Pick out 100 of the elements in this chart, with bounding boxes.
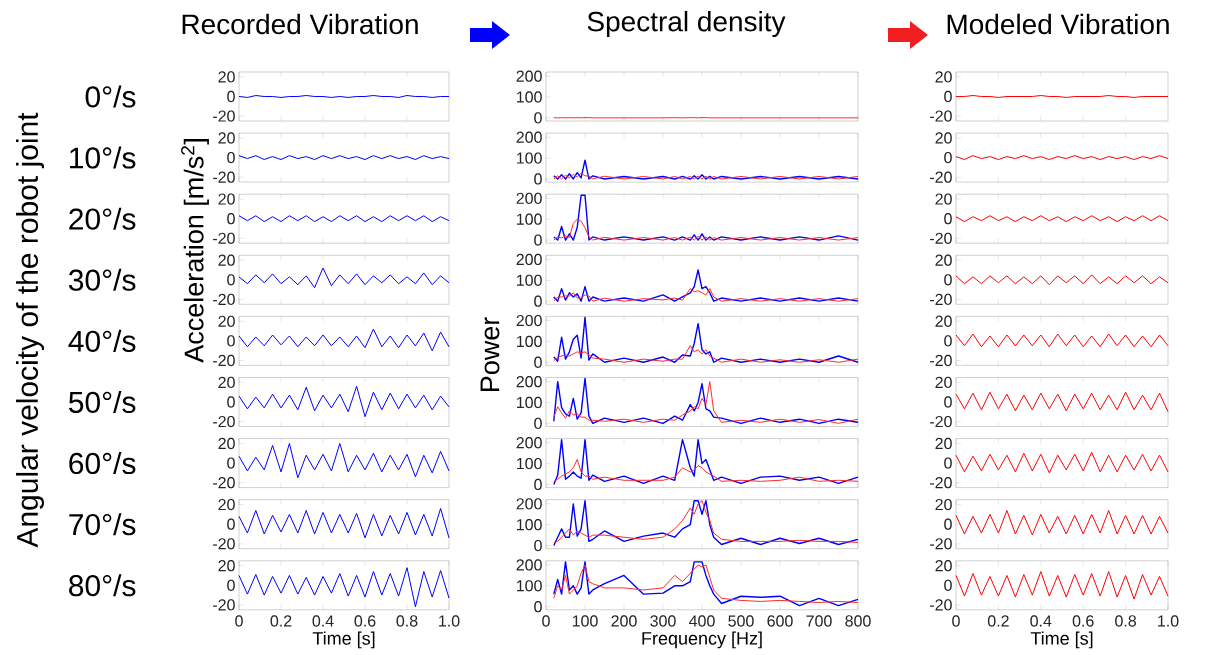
y-tick-label: 0 (227, 335, 235, 347)
y-tick-label: -20 (213, 232, 235, 244)
y-tick-label: 100 (517, 335, 542, 348)
y-axis-title: Power (480, 317, 500, 392)
x-tick-label: 0.4 (1030, 615, 1052, 627)
line-series (238, 328, 450, 352)
line-series (955, 451, 1169, 474)
y-tick-label: 100 (517, 274, 542, 286)
y-tick-label: -20 (930, 293, 952, 306)
y-tick-label: 200 (516, 437, 542, 449)
y-tick-label: 0 (534, 601, 542, 613)
chart-title: Spectral density (587, 10, 786, 38)
y-tick-label: 0 (534, 173, 542, 185)
text: 10°/s (70, 146, 136, 169)
y-tick-label: 100 (517, 396, 542, 409)
line-series (955, 571, 1169, 600)
line-series (955, 333, 1169, 348)
y-tick-label: 20 (218, 376, 235, 389)
text: 80°/s (69, 574, 136, 597)
x-tick-label: 1.0 (1158, 615, 1179, 627)
y-tick-label: 100 (517, 91, 542, 103)
x-tick-label: 400 (689, 615, 715, 627)
x-tick-label: 100 (572, 615, 598, 627)
y-tick-label: 0 (534, 112, 542, 124)
chart-title: Recorded Vibration (182, 13, 418, 35)
line-series (955, 274, 1169, 286)
y-tick-label: -20 (930, 171, 952, 183)
y-tick-label: -20 (930, 415, 952, 428)
y-tick-label: 200 (516, 131, 542, 143)
x-tick-label: 0.4 (312, 615, 334, 627)
text: 0°/s (85, 85, 136, 108)
y-tick-label: -20 (213, 415, 235, 428)
x-tick-label: 200 (611, 615, 637, 627)
y-tick-label: 20 (218, 254, 235, 266)
x-tick-label: 0.6 (354, 615, 376, 627)
y-tick-label: -20 (930, 477, 952, 489)
y-tick-label: 20 (935, 560, 952, 572)
y-tick-label: 20 (218, 315, 235, 327)
y-tick-label: -20 (930, 232, 952, 244)
text: 20°/s (69, 207, 136, 230)
y-tick-label: 0 (227, 396, 235, 408)
line-series (238, 385, 450, 418)
y-tick-label: 200 (516, 376, 542, 388)
x-axis-title: Frequency [Hz] (642, 631, 762, 649)
y-tick-label: 0 (534, 417, 542, 430)
y-tick-label: 20 (935, 254, 952, 266)
y-tick-label: -20 (213, 538, 235, 550)
y-tick-label: 0 (944, 213, 952, 225)
text: 40°/s (68, 329, 136, 352)
y-tick-label: 100 (517, 457, 542, 470)
x-tick-label: 600 (767, 615, 793, 627)
y-tick-label: 20 (935, 71, 952, 83)
line-series (553, 218, 859, 241)
y-tick-label: -20 (213, 354, 235, 367)
x-tick-label: 0 (542, 615, 550, 627)
line-series (955, 391, 1169, 413)
y-tick-label: 20 (218, 193, 235, 205)
y-tick-label: 0 (944, 274, 952, 286)
text: 30°/s (68, 268, 136, 291)
x-tick-label: 300 (650, 615, 676, 627)
x-tick-label: 1.0 (439, 615, 460, 627)
y-tick-label: 200 (516, 253, 542, 266)
x-tick-label: 0 (235, 615, 243, 627)
y-tick-label: 20 (218, 498, 235, 511)
y-tick-label: 20 (935, 437, 952, 450)
y-tick-label: 200 (516, 192, 542, 205)
y-tick-label: 20 (935, 193, 952, 205)
y-tick-label: 20 (935, 498, 952, 511)
y-tick-label: 0 (534, 356, 542, 368)
line-series (553, 288, 859, 302)
x-tick-label: 700 (806, 615, 832, 627)
y-tick-label: 0 (227, 518, 235, 530)
y-tick-label: -20 (213, 599, 235, 611)
y-tick-label: 0 (227, 274, 235, 286)
line-series (238, 442, 450, 479)
x-tick-label: 0 (952, 615, 960, 627)
y-tick-label: -20 (213, 110, 235, 122)
x-axis-title: Time [s] (312, 631, 375, 649)
y-tick-label: 0 (227, 151, 235, 164)
line-series (553, 159, 859, 180)
y-tick-label: 200 (516, 498, 542, 510)
x-tick-label: 0.2 (270, 615, 292, 627)
y-tick-label: 0 (944, 579, 952, 591)
text: 70°/s (69, 513, 136, 536)
line-series (238, 267, 450, 289)
y-tick-label: 0 (944, 457, 952, 469)
y-tick-label: 0 (227, 579, 235, 591)
y-tick-label: 100 (517, 213, 542, 225)
y-tick-label: -20 (930, 538, 952, 550)
y-tick-label: 0 (227, 457, 235, 469)
x-tick-label: 0.8 (396, 615, 418, 627)
y-tick-label: 20 (935, 315, 952, 327)
y-tick-label: 20 (218, 71, 235, 83)
line-series (553, 316, 859, 363)
y-tick-label: 20 (218, 132, 235, 144)
y-tick-label: 0 (534, 234, 542, 246)
x-axis-title: Time [s] (1030, 631, 1093, 649)
y-tick-label: 100 (517, 580, 542, 592)
y-tick-label: -20 (213, 293, 235, 306)
x-tick-label: 500 (728, 615, 754, 627)
